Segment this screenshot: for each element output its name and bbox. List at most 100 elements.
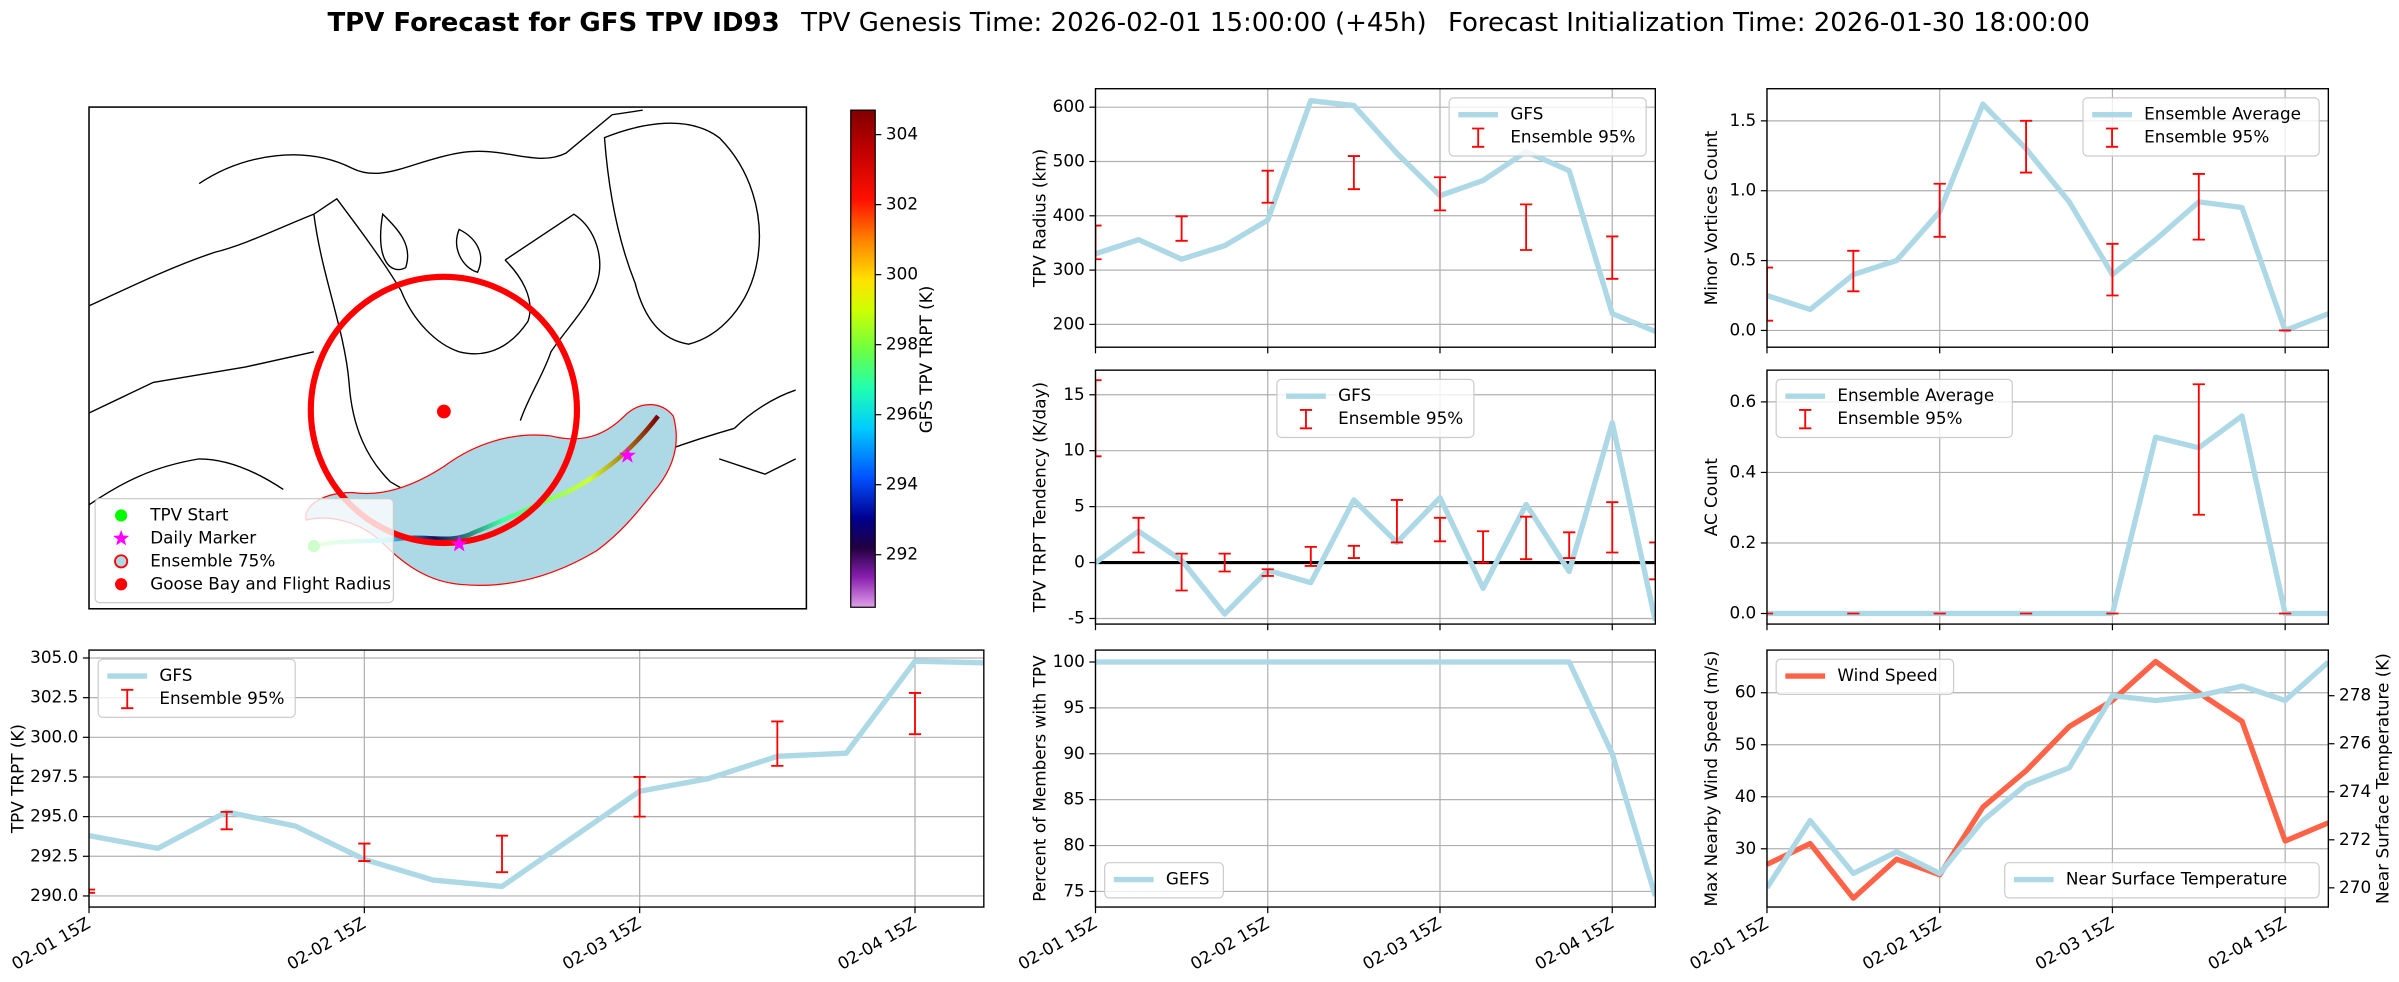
y2-tick-label: 270	[2339, 877, 2371, 897]
series-line	[1095, 420, 1656, 622]
error-bar	[2019, 119, 2033, 174]
y-tick-label: 0.5	[1730, 250, 1757, 270]
legend-box	[2082, 97, 2320, 157]
error-bar	[358, 842, 371, 862]
y-axis-label: Minor Vortices Count	[1701, 130, 1721, 305]
error-bar	[1175, 215, 1188, 242]
legend-label: Ensemble 95%	[1837, 408, 1962, 428]
error-bar	[1347, 544, 1360, 559]
figure-title: TPV Forecast for GFS TPV ID93 TPV Genesis…	[327, 7, 2089, 37]
series-line	[1766, 101, 2329, 334]
x-tick-label: 02-02 15Z	[1859, 913, 1944, 974]
error-bar	[1347, 155, 1360, 191]
legend-label: Ensemble 75%	[150, 550, 275, 570]
y-tick-label: 600	[1053, 96, 1085, 116]
y2-tick-label: 278	[2339, 685, 2371, 705]
x-tick-label: 02-04 15Z	[2204, 913, 2289, 974]
y-tick-label: 500	[1053, 150, 1085, 170]
legend-box	[1104, 862, 1224, 899]
legend-label: Ensemble 95%	[159, 688, 284, 708]
map-frame	[88, 106, 808, 610]
error-bar	[1649, 541, 1656, 581]
plot-area	[1095, 659, 1656, 897]
legend-label: TPV Start	[149, 504, 229, 524]
error-bar	[1095, 379, 1102, 458]
y-tick-label: 0.0	[1730, 319, 1757, 339]
legend-label: Ensemble 95%	[1338, 408, 1463, 428]
error-bar	[1261, 169, 1274, 204]
series-line	[89, 658, 984, 890]
legend-label: GEFS	[1166, 869, 1210, 889]
y-tick-label: 50	[1735, 734, 1756, 754]
error-bar	[1606, 235, 1619, 280]
series-line	[1095, 659, 1656, 897]
error-bar	[908, 691, 922, 736]
y-tick-label: 10	[1063, 440, 1084, 460]
y-tick-label: 60	[1735, 682, 1756, 702]
colorbar-label: GFS TPV TRPT (K)	[916, 286, 936, 434]
series-line	[1766, 413, 2329, 617]
colorbar-tick-label: 298	[886, 334, 918, 354]
error-bar	[495, 834, 509, 874]
plot-area	[1095, 379, 1656, 622]
error-bar	[1606, 501, 1619, 554]
legend-errorbar	[121, 688, 134, 710]
axes-frame	[88, 649, 985, 908]
legend-box	[97, 658, 296, 718]
colorbar-tick-label: 302	[886, 194, 918, 214]
legend-marker	[113, 530, 130, 546]
y-axis-label: TPV Radius (km)	[1029, 149, 1049, 288]
error-bar	[1304, 545, 1317, 567]
error-bar	[633, 776, 646, 818]
y-tick-label: 1.0	[1730, 180, 1757, 200]
legend-box	[2004, 862, 2320, 899]
legend-label: Wind Speed	[1837, 665, 1937, 685]
x-tick-label: 02-04 15Z	[834, 913, 919, 974]
legend-label: Ensemble Average	[1837, 385, 1994, 405]
colorbar-tick-label: 304	[886, 124, 918, 144]
colorbar-tick-label: 300	[886, 264, 918, 284]
y-tick-label: 200	[1053, 313, 1085, 333]
legend-errorbar	[2105, 127, 2119, 148]
plot-area	[1095, 97, 1656, 334]
y-axis-label: TPV TRPT Tendency (K/day)	[1029, 382, 1049, 613]
title-init: Forecast Initialization Time: 2026-01-30…	[1448, 7, 2090, 37]
x-tick-label: 02-03 15Z	[559, 913, 644, 974]
y-tick-label: 302.5	[30, 687, 78, 707]
legend-errorbar	[1799, 409, 1812, 430]
y-tick-label: 0.0	[1730, 602, 1757, 622]
error-bar	[1390, 498, 1404, 544]
x-tick-label: 02-01 15Z	[1686, 913, 1771, 974]
legend-label: Ensemble 95%	[2144, 127, 2269, 147]
error-bar	[771, 720, 784, 767]
axes-frame	[1094, 649, 1657, 908]
y-tick-label: 100	[1053, 651, 1085, 671]
error-bar	[89, 888, 96, 894]
series-line	[1766, 660, 2329, 890]
error-bar	[1433, 516, 1447, 543]
y-tick-label: 292.5	[30, 845, 78, 865]
axes-frame	[1766, 649, 2330, 908]
plot-area	[1766, 383, 2329, 617]
y-tick-label: -5	[1068, 607, 1085, 627]
title-genesis: TPV Genesis Time: 2026-02-01 15:00:00 (+…	[800, 7, 1426, 37]
y-tick-label: 0.4	[1730, 461, 1757, 481]
legend-marker	[115, 578, 128, 591]
plot-area	[1766, 101, 2329, 334]
legend-label: Near Surface Temperature	[2066, 869, 2287, 889]
y-tick-label: 1.5	[1730, 110, 1757, 130]
legend-label: Ensemble Average	[2144, 104, 2301, 124]
y-tick-label: 300	[1053, 259, 1085, 279]
y2-tick-label: 276	[2339, 733, 2371, 753]
colorbar	[850, 109, 876, 608]
y-tick-label: 90	[1063, 743, 1084, 763]
x-tick-label: 02-03 15Z	[1359, 913, 1444, 974]
error-bar	[220, 810, 233, 831]
y-tick-label: 295.0	[30, 806, 78, 826]
plot-area	[89, 658, 984, 894]
legend-box	[1276, 378, 1475, 439]
legend-box	[1775, 658, 1955, 696]
legend-errorbar	[1472, 127, 1485, 148]
error-bar	[1132, 516, 1145, 554]
